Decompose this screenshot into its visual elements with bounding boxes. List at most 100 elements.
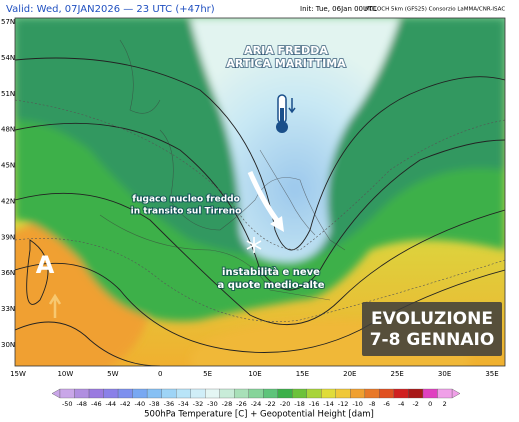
colorbar-swatch	[263, 388, 278, 399]
colorbar-tick-label: 2	[443, 400, 447, 408]
colorbar-tick-label: -30	[207, 400, 218, 408]
colorbar-tick-label: -24	[251, 400, 262, 408]
coastlines	[99, 39, 346, 301]
evolution-title: EVOLUZIONE	[371, 309, 493, 329]
longitude-label: 10E	[248, 370, 261, 378]
colorbar-swatch	[248, 388, 264, 399]
annotation-instability: a quote medio-alte	[218, 280, 325, 291]
longitude-label: 35E	[485, 370, 498, 378]
colorbar-tick-label: -2	[412, 400, 418, 408]
thermometer-icon	[276, 94, 296, 133]
evolution-box	[362, 302, 502, 356]
colorbar-tick-label: -28	[222, 400, 233, 408]
colorbar: -50 -48 -46 -44 -42 -40 -38 -36 -34 -32 -30 -28 -26-…	[51, 388, 461, 408]
colorbar-swatch	[364, 388, 380, 399]
latitude-label: 36N	[1, 269, 15, 277]
colorbar-swatch	[321, 388, 337, 399]
colorbar-tick-label: -48	[76, 400, 87, 408]
colorbar-tick-label: -26	[236, 400, 247, 408]
longitude-label: 20E	[343, 370, 356, 378]
colorbar-swatch	[190, 388, 206, 399]
longitude-label: 5W	[107, 370, 118, 378]
colorbar-tick-label: -40	[135, 400, 146, 408]
colorbar-tick-label: -16	[309, 400, 320, 408]
colorbar-swatch	[306, 388, 322, 399]
colorbar-swatch	[335, 388, 351, 399]
colorbar-caption: 500hPa Temperature [C] + Geopotential He…	[144, 410, 374, 420]
motion-arrow-head	[270, 216, 284, 232]
motion-arrow	[247, 171, 281, 224]
colorbar-swatch	[175, 388, 191, 399]
latitude-label: 57N	[1, 18, 15, 26]
latitude-label: 45N	[1, 162, 15, 170]
colorbar-swatch	[161, 388, 177, 399]
colorbar-tick-label: -18	[294, 400, 305, 408]
longitude-label: 15E	[296, 370, 309, 378]
annotation-cold-air: ARIA FREDDA	[244, 44, 328, 57]
annotation-cold-air: ARTICA MARITTIMA	[226, 57, 346, 70]
colorbar-tick-label: -34	[178, 400, 189, 408]
colorbar-swatch	[393, 388, 409, 399]
latitude-label: 42N	[1, 197, 15, 205]
colorbar-swatch	[132, 388, 148, 399]
colorbar-swatch	[146, 388, 162, 399]
snowflake-icon	[246, 237, 262, 253]
wind-arrow	[48, 293, 62, 318]
map: ARIA FREDDA ARTICA MARITTIMA fugace nucl…	[14, 17, 506, 367]
colorbar-swatch	[74, 388, 90, 399]
colorbar-tick-label: -44	[106, 400, 117, 408]
colorbar-tick-label: -20	[280, 400, 291, 408]
map-axes: 57N 54N 51N 48N 45N 42N 39N 36N 33N 30N 15W 10W 5W 0 5…	[1, 18, 499, 378]
colorbar-swatch	[408, 388, 424, 399]
colorbar-tick-label: 0	[428, 400, 432, 408]
anticyclone-label: A	[36, 251, 55, 279]
colorbar-tick-label: -8	[369, 400, 375, 408]
colorbar-swatch	[205, 388, 220, 399]
colorbar-tick-label: -42	[120, 400, 131, 408]
colorbar-tick-label: -50	[62, 400, 73, 408]
colorbar-swatch	[219, 388, 235, 399]
annotation-instability: instabilità e neve	[222, 266, 320, 278]
annotation-cold-core: in transito sul Tirreno	[131, 207, 242, 217]
longitude-label: 10W	[57, 370, 73, 378]
longitude-label: 5E	[203, 370, 212, 378]
latitude-label: 54N	[1, 54, 15, 62]
evolution-title: 7-8 GENNAIO	[370, 330, 495, 350]
colorbar-swatch	[292, 388, 307, 399]
colorbar-tick-label: -4	[398, 400, 404, 408]
cold-tongue	[190, 18, 400, 262]
colorbar-swatch	[103, 388, 119, 399]
colorbar-swatch	[234, 388, 249, 399]
colorbar-tick-label: -46	[91, 400, 102, 408]
model-name: MOLOCH 5km (GFS25) Consorzio LaMMA/CNR-I…	[365, 7, 505, 13]
latitude-label: 51N	[1, 90, 15, 98]
colorbar-swatch	[277, 388, 293, 399]
colorbar-tick-label: -36	[164, 400, 175, 408]
longitude-label: 30E	[438, 370, 451, 378]
colorbar-swatch	[350, 388, 366, 399]
map-frame	[14, 17, 506, 367]
latitude-label: 39N	[1, 233, 15, 241]
colorbar-swatch	[117, 388, 133, 399]
colorbar-tick-label: -14	[323, 400, 334, 408]
colorbar-tick-label: -32	[193, 400, 204, 408]
colorbar-tick-label: -10	[352, 400, 363, 408]
longitude-label: 25E	[391, 370, 404, 378]
isotherms	[15, 99, 505, 322]
latitude-label: 33N	[1, 305, 15, 313]
longitude-label: 0	[158, 370, 162, 378]
longitude-label: 15W	[10, 370, 26, 378]
valid-time: Valid: Wed, 07JAN2026 — 23 UTC (+47hr)	[6, 4, 215, 15]
colorbar-tick-label: -6	[383, 400, 389, 408]
annotation-cold-core: fugace nucleo freddo	[132, 195, 240, 205]
latitude-label: 30N	[1, 341, 15, 349]
latitude-label: 48N	[1, 126, 15, 134]
colorbar-swatch	[88, 388, 104, 399]
init-time: Init: Tue, 06Jan 00UTC	[300, 5, 377, 13]
colorbar-tick-label: -12	[338, 400, 349, 408]
colorbar-swatch	[379, 388, 395, 399]
colorbar-tick-label: -38	[149, 400, 160, 408]
colorbar-swatch	[437, 388, 453, 399]
colorbar-swatch	[59, 388, 75, 399]
